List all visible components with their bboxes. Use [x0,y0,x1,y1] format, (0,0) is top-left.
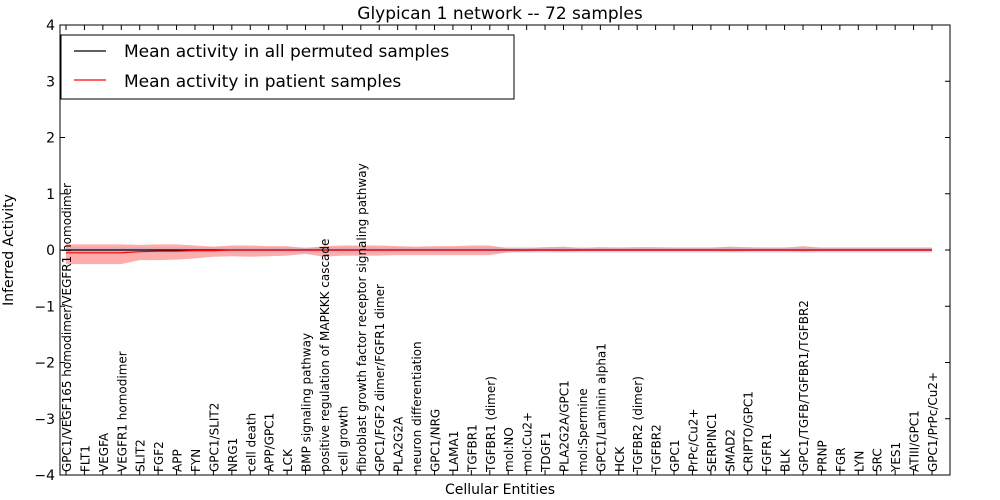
x-category-label: BMP signaling pathway [300,333,314,472]
x-category-label: SERPINC1 [705,413,719,472]
x-category-label: SRC [871,448,885,472]
x-category-label: GPC1/NRG [429,409,443,472]
series-line-patient [66,249,932,254]
x-category-label: VEGFR1 homodimer [115,351,129,472]
x-category-label: CRIPTO/GPC1 [742,391,756,472]
series-lines [66,249,932,254]
x-category-label: TGFBR1 (dimer) [484,376,498,473]
y-tick-label: −4 [34,468,55,484]
x-category-label: APP/GPC1 [263,413,277,472]
x-category-label: TDGF1 [539,432,553,473]
y-tick-label: −2 [34,356,55,372]
x-category-label: mol:NO [502,427,516,472]
x-category-label: neuron differentiation [410,341,424,472]
x-category-label: SMAD2 [723,429,737,472]
x-category-label: mol:Cu2+ [521,412,535,472]
x-category-label: NRG1 [226,438,240,472]
x-axis-label: Cellular Entities [445,482,555,498]
x-category-label: TGFBR2 (dimer) [631,376,645,473]
x-category-label: GPC1/PrPc/Cu2+ [926,372,940,472]
y-tick-label: 0 [46,243,55,259]
y-tick-label: 3 [46,74,55,90]
y-tick-label: −1 [34,299,55,315]
x-category-label: GPC1/VEGF165 homodimer/VEGFR1 homodimer [60,183,74,472]
x-category-label: SLIT2 [134,439,148,472]
x-category-label: cell growth [336,406,350,472]
legend-label-patient: Mean activity in patient samples [124,72,401,92]
y-axis-label: Inferred Activity [1,194,17,306]
x-category-label: VEGFA [97,432,111,472]
confidence-bands [66,244,932,265]
x-category-label: TGFBR2 [650,424,664,473]
x-category-label: GPC1/FGF2 dimer/FGFR1 dimer [373,284,387,472]
chart-title: Glypican 1 network -- 72 samples [357,4,643,24]
x-category-label: ATIII/GPC1 [908,410,922,472]
y-tick-label: 2 [46,131,55,147]
x-category-label: FGFR1 [760,433,774,472]
x-category-label: PLA2G2A/GPC1 [558,380,572,472]
y-tick-label: 1 [46,187,55,203]
x-category-label: HCK [613,446,627,472]
x-category-label: TGFBR1 [465,424,479,473]
x-category-label: positive regulation of MAPKKK cascade [318,239,332,472]
x-category-label: YES1 [889,442,903,473]
series-band-patient [66,244,932,265]
x-category-label: GPC1/SLIT2 [207,403,221,472]
x-category-label: BLK [779,448,793,472]
legend-box [60,34,515,100]
x-category-label: LAMA1 [447,431,461,472]
x-category-label: FYN [189,449,203,472]
legend-label-permuted: Mean activity in all permuted samples [124,42,449,62]
x-category-label: FLT1 [78,445,92,472]
x-category-label: GPC1/TGFB/TGFBR1/TGFBR2 [797,300,811,472]
x-category-label: FGF2 [152,441,166,472]
x-category-label: PRNP [815,440,829,472]
x-category-label: fibroblast growth factor receptor signal… [355,163,369,472]
y-tick-label: −3 [34,412,55,428]
legend: Mean activity in all permuted samples Me… [60,34,515,100]
x-category-label: GPC1/Laminin alpha1 [594,343,608,472]
x-category-label: FGR [834,447,848,472]
x-category-label: PrPc/Cu2+ [687,408,701,472]
x-category-label: GPC1 [668,439,682,472]
x-category-label: cell death [244,413,258,472]
y-tick-label: 4 [46,18,55,34]
x-category-label: mol:Spermine [576,388,590,472]
x-category-label: APP [171,449,185,472]
category-labels: GPC1/VEGF165 homodimer/VEGFR1 homodimer F… [60,163,940,473]
x-category-label: LYN [852,451,866,472]
axis-ticks: 4 3 2 1 0 −1 −2 −3 −4 [34,18,950,484]
x-category-label: LCK [281,448,295,472]
x-category-label: PLA2G2A [392,416,406,472]
